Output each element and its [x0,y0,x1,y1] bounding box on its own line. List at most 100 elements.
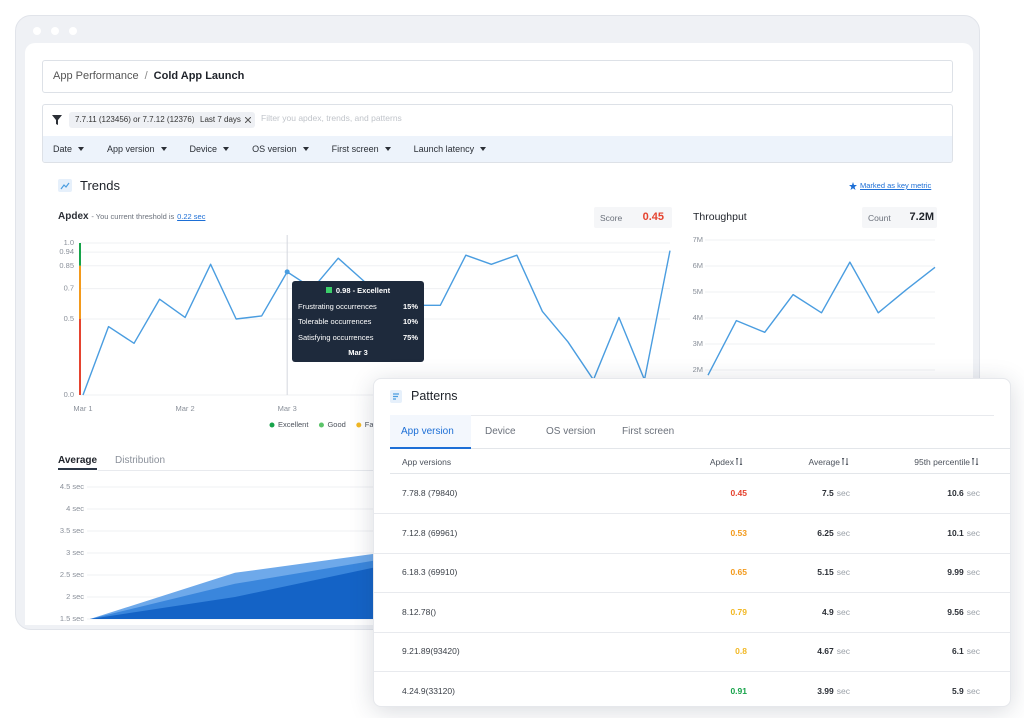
tooltip-row-label: Frustrating occurrences [298,302,377,311]
tooltip: 0.98 - Excellent Frustrating occurrences… [292,281,424,362]
tooltip-row-value: 75% [402,333,418,342]
version-cell: 7.78.8 (79840) [402,488,458,498]
tab[interactable]: Distribution [115,455,166,466]
x-tick-label: Mar 3 [278,404,297,413]
unit: sec [966,646,980,656]
table-row[interactable]: 6.18.3 (69910) 0.65 5.15 sec 9.99 sec [374,553,1010,593]
column-header-text: 95th percentile [914,457,970,467]
window-dot [51,27,59,35]
average-cell: 5.15 sec [817,553,850,592]
star-icon [849,181,857,190]
column-header-text: Average [808,457,840,467]
x-tick-label: Mar 2 [176,404,195,413]
legend-label: Excellent [278,420,309,429]
y-tick-label: 5M [693,287,703,296]
dropdown[interactable]: Date [53,144,84,154]
tooltip-title-row: 0.98 - Excellent [292,286,424,295]
average-value: 6.25 [817,527,834,538]
header-rule [390,473,1010,474]
unit: sec [836,488,850,498]
tooltip-row-value: 15% [402,302,418,311]
p95-value: 10.6 [947,488,964,498]
unit: sec [966,527,980,538]
sort-icon[interactable] [841,457,850,466]
column-header[interactable]: 95th percentile [914,457,980,467]
unit: sec [836,685,850,696]
apdex-cell: 0.65 [730,567,747,577]
apdex-cell: 0.8 [735,646,747,656]
p95-cell: 6.1 sec [952,632,980,671]
table-row[interactable]: 4.24.9(33120) 0.91 3.99 sec 5.9 sec [374,672,1010,707]
y-tick-label: 4M [693,313,703,322]
apdex-label: Apdex [58,211,89,222]
score-value: 0.45 [642,211,664,223]
tab[interactable]: OS version [546,426,596,437]
legend-swatch [318,422,324,428]
table-row[interactable]: 7.78.8 (79840) 0.45 7.5 sec 10.6 sec [374,474,1010,514]
key-metric-link[interactable]: Marked as key metric [849,181,931,190]
y-tick-label: 2M [693,365,703,374]
table-row[interactable]: 9.21.89(93420) 0.8 4.67 sec 6.1 sec [374,632,1010,672]
dropdown-row: Date App version Device OS version First scr… [43,136,952,162]
x-tick-label: Mar 1 [73,404,92,413]
unit: sec [836,646,850,656]
p95-cell: 5.9 sec [951,672,980,707]
p95-value: 5.9 [951,685,964,696]
y-tick-label: 2.5 sec [60,570,84,579]
version-cell: 9.21.89(93420) [402,646,460,656]
version-cell: 7.12.8 (69961) [402,527,458,538]
dropdown[interactable]: App version [107,144,167,154]
filter-chip[interactable]: Last 7 days [194,112,255,128]
count-label: Count [868,213,891,223]
y-tick-label: 0.85 [59,261,74,270]
column-header[interactable]: Average [808,457,850,467]
dropdown[interactable]: Device [190,144,230,154]
sort-icon[interactable] [735,457,744,466]
breadcrumb-separator: / [144,70,148,82]
unit: sec [836,567,850,577]
tooltip-row: Satisfying occurrences 75% [298,333,418,342]
tab[interactable]: First screen [622,426,675,437]
threshold-text: - You current threshold is [91,212,175,221]
y-tick-label: 0.7 [64,284,74,293]
tab-active[interactable]: App version [401,426,454,437]
apdex-cell: 0.53 [730,527,747,538]
y-tick-label: 7M [693,235,703,244]
card-title: Patterns [411,389,458,403]
tab-active[interactable]: Average [58,455,98,470]
column-header[interactable]: Apdex [710,457,744,467]
apdex-header: Apdex - You current threshold is 0.22 se… [58,211,205,222]
tab[interactable]: Device [485,426,516,437]
y-tick-label: 0.5 [64,314,74,323]
y-tick-label: 6M [693,261,703,270]
table-row[interactable]: 8.12.78() 0.79 4.9 sec 9.56 sec [374,593,1010,633]
tooltip-swatch [325,287,332,293]
dropdown[interactable]: OS version [252,144,309,154]
p95-value: 6.1 [951,646,964,656]
y-tick-label: 0.0 [64,390,74,399]
filter-icon[interactable] [52,115,62,125]
unit: sec [836,527,850,538]
sort-icon[interactable] [971,457,980,466]
average-cell: 6.25 sec [817,514,850,553]
breadcrumb: App Performance / Cold App Launch [42,60,953,93]
tab-highlight [390,415,471,449]
average-cell: 3.99 sec [817,672,850,707]
dropdown[interactable]: Launch latency [414,144,487,154]
unit: sec [836,606,850,617]
average-value: 5.15 [817,567,834,577]
average-value: 4.67 [817,646,834,656]
chip-remove[interactable] [244,117,251,123]
patterns-card: Patterns App version Device OS version F… [373,378,1011,707]
table-row[interactable]: 7.12.8 (69961) 0.53 6.25 sec 10.1 sec [374,514,1010,554]
filter-input[interactable]: Filter you apdex, trends, and patterns [261,113,402,123]
breadcrumb-link[interactable]: App Performance [53,70,139,82]
p95-value: 10.1 [947,527,964,538]
p95-cell: 10.1 sec [947,514,980,553]
average-cell: 7.5 sec [822,474,850,513]
column-header: App versions [402,457,452,467]
threshold-link[interactable]: 0.22 sec [177,212,206,221]
dropdown[interactable]: First screen [332,144,391,154]
